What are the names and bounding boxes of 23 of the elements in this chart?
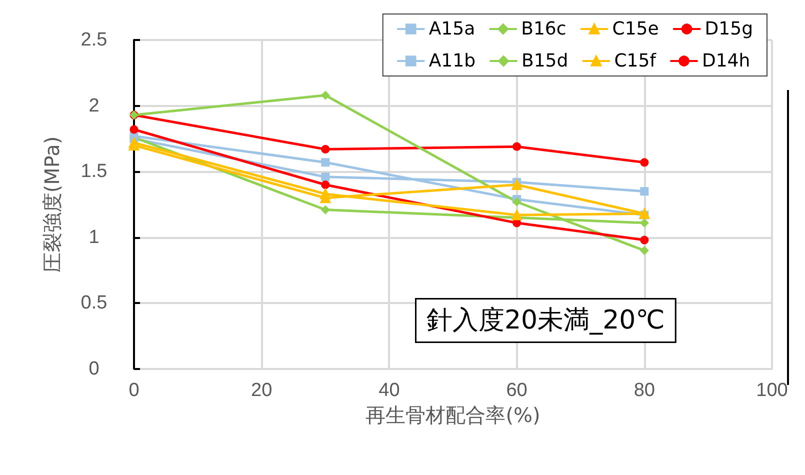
legend-label: B16c: [521, 18, 566, 40]
legend-label: D14h: [702, 50, 750, 72]
y-tick-label: 1.5: [80, 161, 108, 182]
x-tick-label: 100: [756, 380, 788, 401]
y-tick-label: 2.5: [80, 30, 108, 50]
x-tick-label: 80: [634, 380, 655, 401]
x-tick-label: 0: [128, 380, 140, 401]
legend-label: C15e: [612, 18, 659, 40]
y-tick-label: 0.5: [80, 292, 108, 314]
legend-label: A11b: [428, 50, 476, 72]
legend-label: B15d: [522, 50, 568, 72]
x-tick-label: 20: [251, 380, 272, 401]
legend-label: D15g: [704, 18, 754, 40]
y-axis-title: 圧裂強度(MPa): [40, 136, 64, 273]
x-tick-label: 40: [378, 380, 400, 401]
legend-label: C15f: [614, 50, 657, 72]
legend-label: A15a: [428, 18, 476, 40]
annotation: 針入度20未満_20℃: [426, 306, 665, 336]
x-tick-label: 60: [506, 380, 528, 401]
x-axis-title: 再生骨材配合率(%): [366, 403, 540, 427]
y-tick-label: 0: [88, 358, 100, 380]
y-tick-label: 1: [88, 226, 100, 248]
y-tick-label: 2: [88, 95, 100, 116]
